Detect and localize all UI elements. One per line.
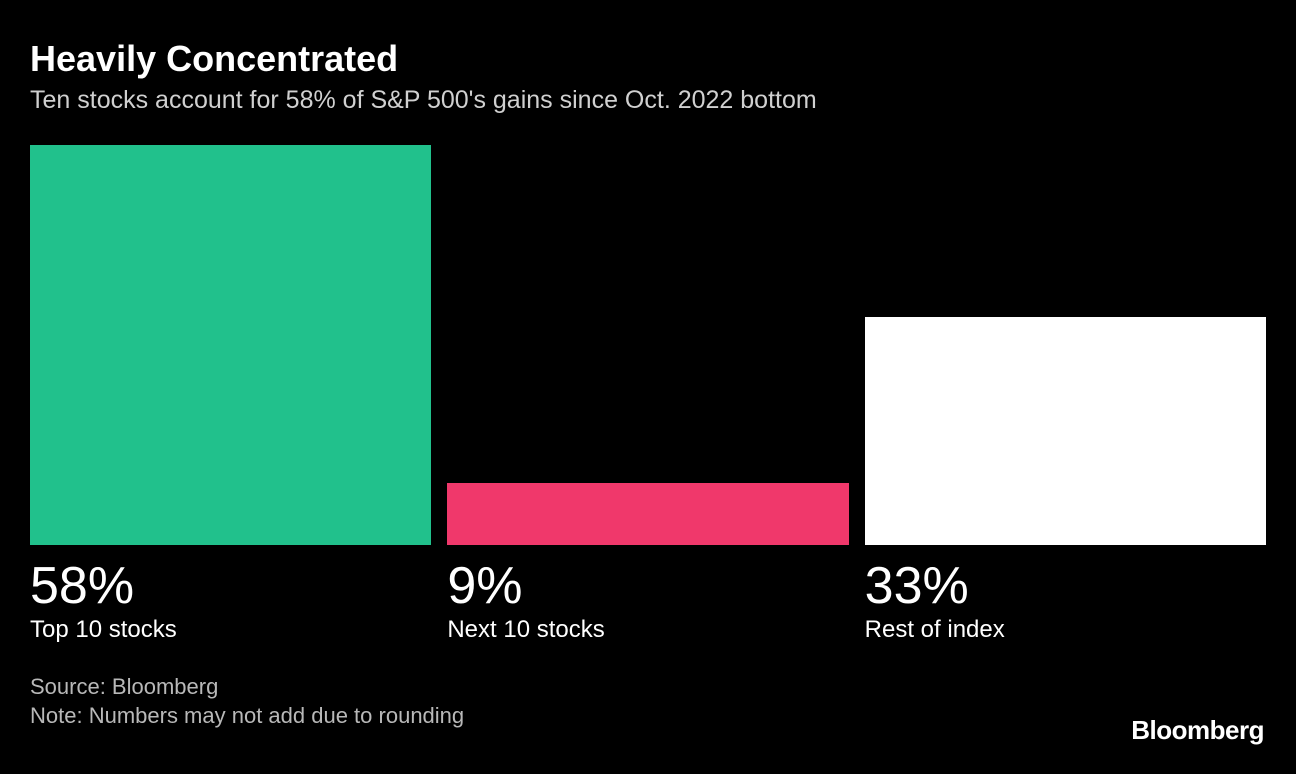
bar-column [865,145,1266,545]
bar-label: Next 10 stocks [447,616,848,644]
bar-value: 9% [447,559,848,614]
bar-chart [30,145,1266,545]
bar-column [30,145,431,545]
source-text: Source: Bloomberg [30,672,1266,702]
chart-title: Heavily Concentrated [30,38,1266,80]
label-column: 58% Top 10 stocks [30,559,431,644]
bar-column [447,145,848,545]
bar-next10 [447,483,848,545]
bar-value: 58% [30,559,431,614]
brand-logo: Bloomberg [1131,715,1264,746]
label-column: 33% Rest of index [865,559,1266,644]
bar-label: Top 10 stocks [30,616,431,644]
labels-row: 58% Top 10 stocks 9% Next 10 stocks 33% … [30,559,1266,644]
bar-rest [865,317,1266,545]
label-column: 9% Next 10 stocks [447,559,848,644]
chart-footer: Source: Bloomberg Note: Numbers may not … [30,672,1266,731]
chart-subtitle: Ten stocks account for 58% of S&P 500's … [30,86,1266,115]
note-text: Note: Numbers may not add due to roundin… [30,701,1266,731]
bar-top10 [30,145,431,545]
bar-label: Rest of index [865,616,1266,644]
bar-value: 33% [865,559,1266,614]
